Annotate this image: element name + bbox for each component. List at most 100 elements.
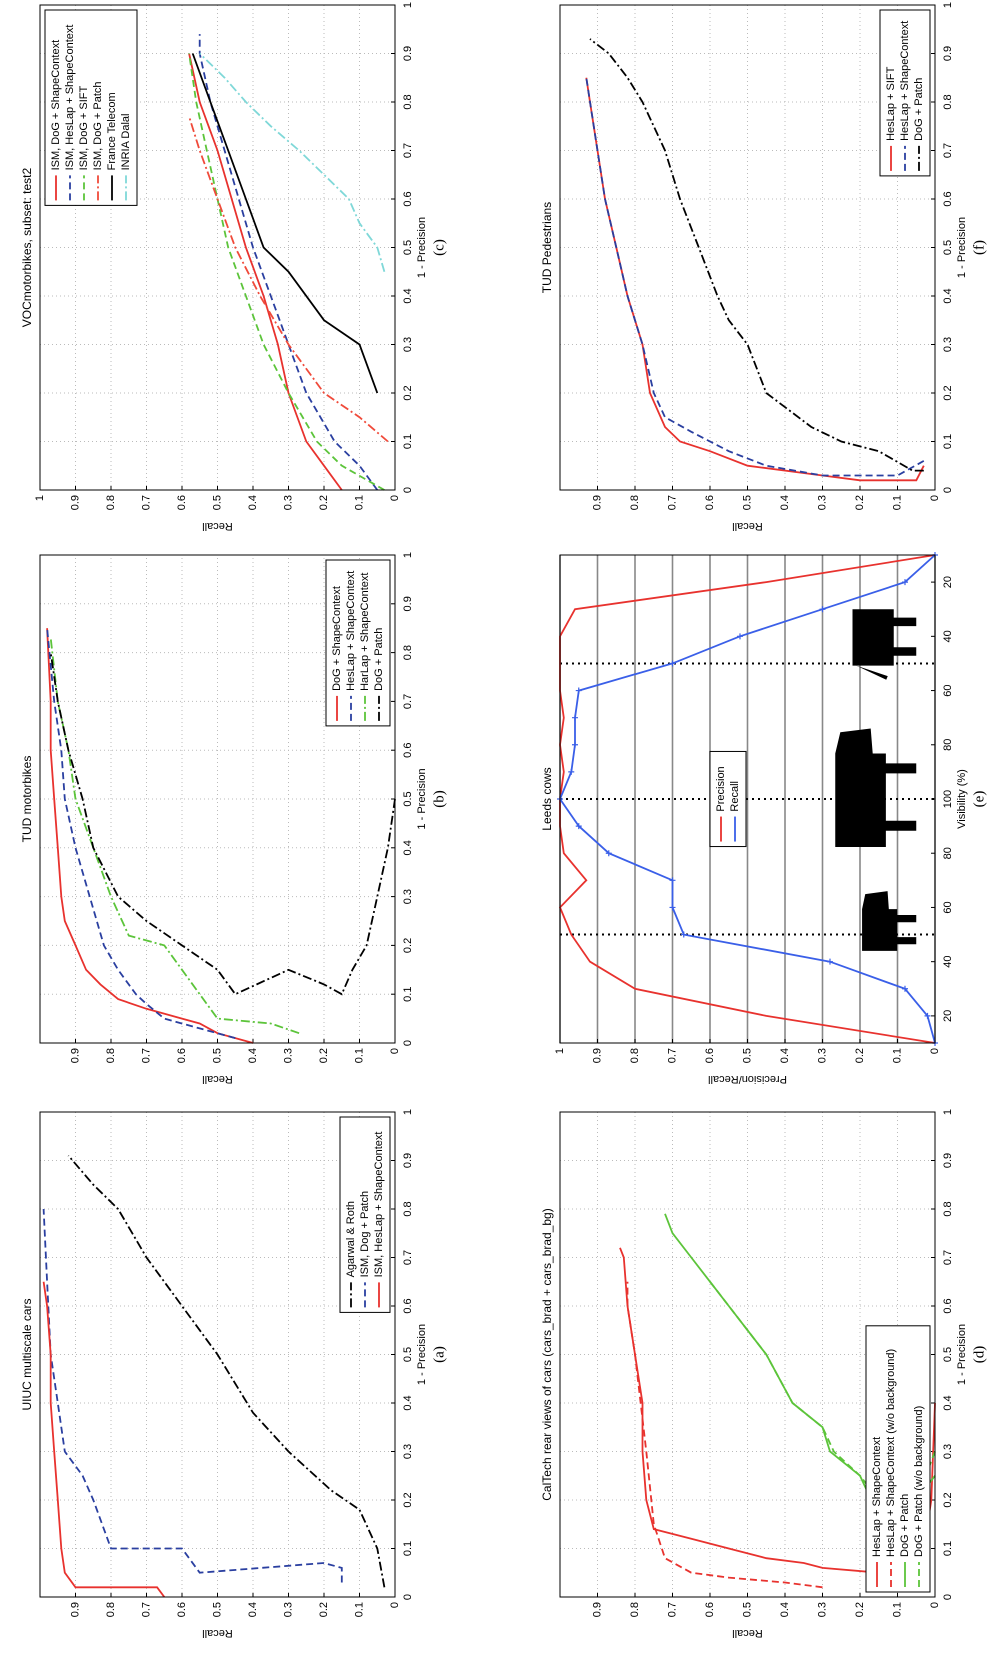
- x-tick-label: 60: [942, 901, 954, 913]
- point-marker: [575, 687, 582, 694]
- y-axis-label: Precision/Recall: [708, 1073, 787, 1085]
- y-tick-label: 0.6: [704, 1048, 716, 1063]
- x-tick-label: 1: [402, 2, 414, 8]
- plot-frame: [559, 1111, 936, 1598]
- point-marker: [669, 660, 676, 667]
- panel: 0 0.1 0.2 0.3 0.4 0.5 0.6 0.7 0.8 0.9 0 0.1 0.2 0.3 0.…: [540, 2, 987, 532]
- y-tick-label: 0.1: [353, 495, 365, 510]
- x-axis-label: 1 - Precision: [956, 217, 968, 278]
- y-tick-label: 1: [34, 495, 46, 501]
- x-tick-label: 1: [942, 2, 954, 8]
- legend-box: [44, 9, 138, 206]
- series-line: [199, 52, 386, 272]
- y-tick-label: 0.5: [211, 495, 223, 510]
- point-marker: [669, 904, 676, 911]
- x-tick-label: 0.9: [942, 1153, 954, 1168]
- cow-silhouette: [862, 891, 917, 951]
- chart-title: UIUC multiscale cars: [20, 1298, 34, 1410]
- y-tick-label: 0.2: [318, 1048, 330, 1063]
- y-tick-label: 0: [389, 1602, 401, 1608]
- y-tick-label: 0.9: [591, 1048, 603, 1063]
- chart-title: Leeds cows: [540, 767, 554, 830]
- y-tick-label: 0.6: [176, 1048, 188, 1063]
- x-tick-label: 60: [942, 684, 954, 696]
- x-tick-label: 0.4: [402, 288, 414, 303]
- x-tick-label: 0.8: [942, 1201, 954, 1216]
- series-line: [589, 38, 924, 472]
- y-tick-label: 0.3: [816, 495, 828, 510]
- y-tick-label: 0: [929, 495, 941, 501]
- legend-label: HarLap + ShapeContext: [359, 573, 371, 691]
- series-line: [188, 53, 385, 491]
- legend-label: HesLap + ShapeContext: [871, 1437, 883, 1557]
- y-tick-label: 0.8: [105, 1602, 117, 1617]
- y-tick-label: 0.3: [816, 1602, 828, 1617]
- panel-label: (b): [431, 790, 447, 808]
- y-tick-label: 0.4: [779, 495, 791, 510]
- y-tick-label: 0.3: [282, 1048, 294, 1063]
- y-tick-label: 0.7: [666, 495, 678, 510]
- x-tick-label: 20: [942, 576, 954, 588]
- x-tick-label: 0.6: [402, 191, 414, 206]
- x-tick-label: 0.5: [402, 791, 414, 806]
- cow-silhouette: [852, 609, 917, 680]
- legend-label: ISM, Dog + Patch: [359, 1191, 371, 1278]
- cow-silhouette: [835, 728, 917, 847]
- plot-area: [560, 1112, 935, 1597]
- panel-label: (c): [431, 239, 447, 256]
- x-tick-label: 0.3: [942, 337, 954, 352]
- panel-label: (e): [971, 791, 987, 808]
- legend-label: ISM, DoG + ShapeContext: [50, 40, 62, 171]
- x-tick-label: 0.7: [942, 1250, 954, 1265]
- x-axis-label: 1 - Precision: [416, 768, 428, 829]
- x-tick-label: 0.8: [942, 94, 954, 109]
- x-axis-label: Visibility (%): [956, 769, 968, 829]
- y-tick-label: 0.2: [318, 1602, 330, 1617]
- legend: Precision Recall: [709, 750, 747, 848]
- x-tick-label: 0.3: [402, 1444, 414, 1459]
- panel-label: (d): [971, 1346, 987, 1364]
- y-axis-label: Recall: [732, 520, 763, 532]
- y-tick-label: 0.5: [741, 495, 753, 510]
- y-tick-label: 0.1: [353, 1602, 365, 1617]
- x-axis-label: 1 - Precision: [956, 1324, 968, 1385]
- chart-title: VOCmotorbikes, subset: test2: [20, 167, 34, 327]
- y-tick-label: 0.2: [854, 1048, 866, 1063]
- legend-label: INRIA Dalal: [120, 114, 132, 171]
- y-tick-label: 0.1: [891, 495, 903, 510]
- point-marker: [572, 741, 578, 748]
- x-tick-label: 0.8: [402, 94, 414, 109]
- x-tick-label: 0.2: [402, 938, 414, 953]
- x-tick-label: 0: [402, 1040, 414, 1046]
- x-tick-label: 0.1: [942, 1541, 954, 1556]
- legend-label: DoG + Patch (w/o background): [913, 1406, 925, 1557]
- legend: HesLap + SIFT HesLap + ShapeContext DoG + …: [879, 9, 931, 177]
- series-line: [49, 652, 396, 996]
- legend: ISM, DoG + ShapeContext ISM, HesLap + Sha…: [44, 9, 138, 206]
- x-tick-label: 0: [402, 487, 414, 493]
- point-marker: [680, 931, 687, 938]
- y-tick-label: 0.8: [629, 495, 641, 510]
- rotated-figure: 0 0.1 0.2 0.3 0.4 0.5 0.6 0.7 0.8 0.9 0 0.1 0.2 0.3 0.…: [20, 2, 987, 1639]
- x-tick-label: 0.4: [402, 1395, 414, 1410]
- x-tick-label: 0.3: [402, 889, 414, 904]
- x-tick-label: 1: [402, 552, 414, 558]
- x-tick-label: 0.8: [402, 645, 414, 660]
- x-tick-label: 0.6: [402, 743, 414, 758]
- y-tick-label: 1: [554, 1048, 566, 1054]
- point-marker: [605, 850, 612, 857]
- y-tick-label: 0: [389, 1048, 401, 1054]
- panel: 0 0.1 0.2 0.3 0.4 0.5 0.6 0.7 0.8 0.9 0 0.1 0.2 0.3 0.…: [540, 1109, 987, 1639]
- y-tick-label: 0.6: [176, 495, 188, 510]
- y-tick-label: 0.7: [666, 1602, 678, 1617]
- x-tick-label: 100: [942, 790, 954, 808]
- y-tick-label: 0.6: [704, 1602, 716, 1617]
- plot-frame: [39, 554, 396, 1044]
- y-axis-label: Recall: [732, 1627, 763, 1639]
- point-marker: [902, 985, 908, 992]
- y-tick-label: 0.1: [891, 1602, 903, 1617]
- x-tick-label: 1: [942, 1109, 954, 1115]
- legend-label: ISM, DoG + Patch: [92, 81, 104, 170]
- legend-box: [339, 1116, 391, 1313]
- x-tick-label: 0.1: [402, 434, 414, 449]
